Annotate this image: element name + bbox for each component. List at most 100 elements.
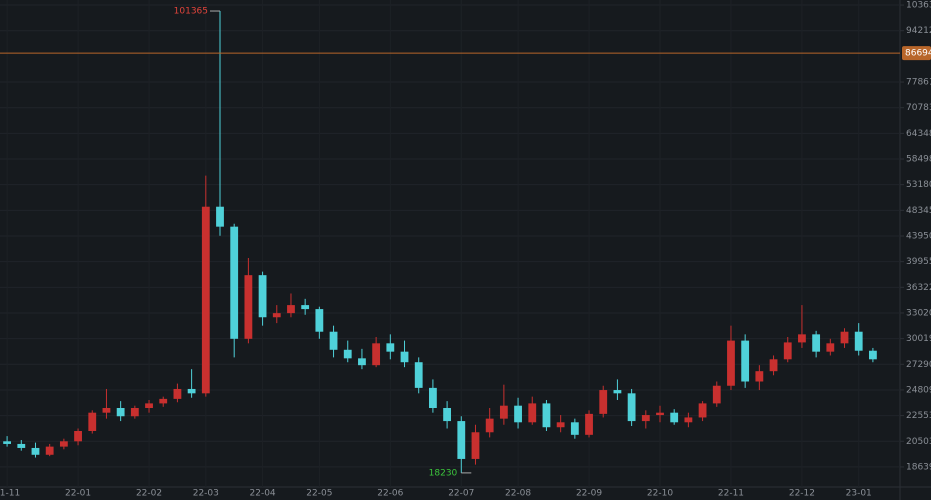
candle-body [585, 413, 593, 435]
candle-body [698, 403, 707, 418]
x-tick-label: 22-07 [448, 489, 474, 499]
y-tick-label: 70783 [906, 103, 931, 113]
y-tick-label: 58498 [906, 155, 931, 165]
candle-body [641, 415, 650, 422]
candle-body [429, 387, 437, 408]
y-tick-label: 64348 [906, 129, 931, 139]
x-tick-label: 22-03 [193, 489, 219, 499]
candle-body [358, 358, 366, 366]
y-tick-label: 36322 [906, 283, 931, 293]
candle-body [443, 407, 451, 422]
candle-body [826, 343, 835, 352]
candle-body [31, 447, 40, 455]
candle-body [471, 432, 480, 459]
x-tick-label: 22-04 [250, 489, 276, 499]
y-tick-label: 39955 [906, 257, 931, 267]
candle-body [400, 351, 409, 363]
candle-body [613, 390, 622, 394]
candle-body [216, 206, 224, 227]
candle-body [315, 309, 324, 332]
candle-body [485, 418, 494, 433]
y-tick-label: 103633 [906, 1, 931, 11]
candle-body [45, 446, 54, 455]
x-tick-label: 22-08 [505, 489, 531, 499]
candle-body [599, 390, 608, 414]
y-tick-label: 53180 [906, 180, 931, 190]
candle-body [130, 407, 139, 417]
candle-body [187, 388, 196, 394]
candle-body [840, 331, 849, 344]
candle-body [712, 385, 721, 404]
y-tick-label: 27290 [906, 360, 931, 370]
candle-body [244, 275, 253, 339]
candle-body [528, 403, 537, 423]
x-tick-label: 22-02 [136, 489, 162, 499]
y-tick-label: 18639 [906, 462, 931, 472]
candle-body [74, 431, 82, 442]
candle-body [798, 334, 806, 343]
candle-body [783, 342, 792, 360]
candle-body [684, 417, 693, 423]
candle-body [201, 206, 210, 394]
candle-body [727, 340, 735, 386]
candle-body [145, 403, 153, 408]
candle-body [159, 398, 168, 404]
candle-body [514, 405, 522, 423]
candle-body [414, 362, 423, 388]
candle-body [769, 359, 778, 372]
candle-body [755, 371, 764, 382]
candle-body [173, 388, 182, 399]
candle-body [301, 305, 310, 310]
max-annotation: 101365 [174, 7, 208, 17]
x-tick-label: 22-01 [65, 489, 91, 499]
candle-body [869, 350, 877, 360]
candle-body [258, 275, 267, 318]
candle-body [272, 313, 281, 318]
y-tick-label: 94212 [906, 26, 931, 36]
candle-body [102, 407, 111, 413]
candle-body [116, 407, 125, 417]
x-tick-label: 22-11 [718, 489, 744, 499]
y-tick-label: 33020 [906, 308, 931, 318]
candle-body [329, 331, 338, 350]
y-tick-label: 43950 [906, 231, 931, 241]
x-tick-label: 22-12 [789, 489, 815, 499]
candle-body [741, 340, 750, 382]
candle-body [372, 343, 381, 366]
candle-body [656, 412, 664, 416]
candle-body [854, 331, 863, 351]
x-tick-label: 21-11 [0, 489, 20, 499]
min-annotation: 18230 [429, 468, 458, 478]
candle-body [230, 226, 239, 339]
price-tag-label: 86694 [905, 49, 931, 59]
candle-body [59, 441, 68, 447]
candle-body [17, 443, 26, 448]
y-tick-label: 77861 [906, 78, 931, 88]
candle-body [670, 412, 679, 423]
x-tick-label: 22-10 [647, 489, 673, 499]
x-tick-label: 22-09 [576, 489, 602, 499]
candle-body [457, 421, 466, 459]
price-tag [902, 46, 931, 61]
candle-body [542, 403, 551, 428]
x-tick-label: 22-05 [306, 489, 332, 499]
y-tick-label: 30019 [906, 334, 931, 344]
y-tick-label: 20503 [906, 437, 931, 447]
candle-body [287, 305, 295, 314]
x-tick-label: 23-01 [846, 489, 872, 499]
candle-body [386, 343, 395, 352]
candle-body [570, 422, 579, 435]
candle-body [343, 349, 352, 359]
candle-body [556, 422, 565, 428]
x-tick-label: 22-06 [377, 489, 403, 499]
candle-body [3, 441, 11, 444]
candle-body [812, 334, 821, 352]
candle-body [88, 412, 97, 432]
y-tick-label: 22553 [906, 411, 931, 421]
candle-body [499, 405, 508, 419]
candle-body [627, 393, 636, 422]
